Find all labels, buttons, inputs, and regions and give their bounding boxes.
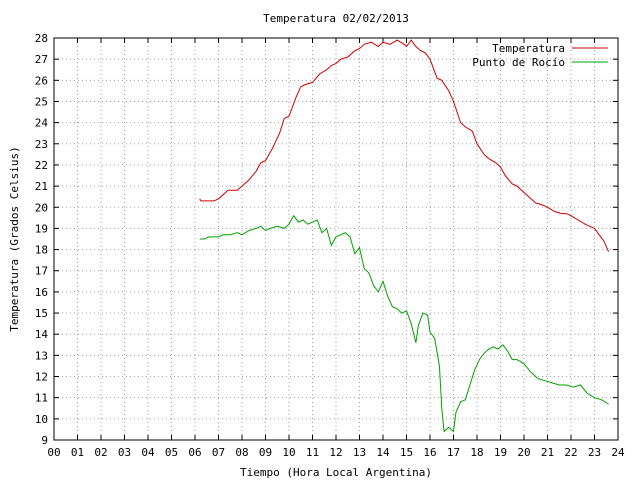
x-tick-label: 01 bbox=[71, 446, 84, 459]
x-tick-label: 13 bbox=[353, 446, 366, 459]
x-tick-label: 16 bbox=[423, 446, 436, 459]
y-tick-label: 21 bbox=[35, 180, 48, 193]
x-tick-label: 14 bbox=[376, 446, 390, 459]
x-tick-label: 21 bbox=[541, 446, 554, 459]
y-tick-label: 27 bbox=[35, 53, 48, 66]
legend-label: Temperatura bbox=[492, 42, 565, 55]
series-line-temperatura bbox=[199, 39, 610, 252]
x-tick-label: 04 bbox=[141, 446, 155, 459]
x-tick-label: 18 bbox=[470, 446, 483, 459]
y-tick-label: 16 bbox=[35, 286, 48, 299]
y-tick-label: 25 bbox=[35, 95, 48, 108]
y-tick-label: 14 bbox=[35, 328, 49, 341]
x-tick-label: 11 bbox=[306, 446, 319, 459]
axis-ticks: 00 01 02 03 04 05 06 07 08 09 10 11 12 13 14 15 16 17 18 19… bbox=[35, 32, 625, 459]
y-tick-label: 24 bbox=[35, 117, 49, 130]
x-tick-label: 07 bbox=[212, 446, 225, 459]
legend-label: Punto de Rocío bbox=[472, 56, 565, 69]
series-lines bbox=[199, 39, 610, 433]
x-axis-label: Tiempo (Hora Local Argentina) bbox=[240, 466, 432, 479]
y-tick-label: 20 bbox=[35, 201, 48, 214]
y-tick-label: 9 bbox=[41, 434, 48, 447]
x-tick-label: 22 bbox=[564, 446, 577, 459]
x-tick-label: 19 bbox=[494, 446, 507, 459]
y-tick-label: 26 bbox=[35, 74, 48, 87]
y-tick-label: 15 bbox=[35, 307, 48, 320]
y-tick-label: 11 bbox=[35, 392, 48, 405]
y-tick-label: 10 bbox=[35, 413, 48, 426]
y-tick-label: 17 bbox=[35, 265, 48, 278]
y-axis-label: Temperatura (Grados Celsius) bbox=[8, 146, 21, 331]
y-tick-label: 23 bbox=[35, 138, 48, 151]
y-tick-label: 18 bbox=[35, 244, 48, 257]
x-tick-label: 23 bbox=[588, 446, 601, 459]
chart-title: Temperatura 02/02/2013 bbox=[263, 12, 409, 25]
series-line-punto-de-rocio bbox=[199, 214, 609, 433]
y-tick-label: 22 bbox=[35, 159, 48, 172]
y-tick-label: 28 bbox=[35, 32, 48, 45]
x-tick-label: 03 bbox=[118, 446, 131, 459]
y-tick-label: 12 bbox=[35, 371, 48, 384]
x-tick-label: 12 bbox=[329, 446, 342, 459]
x-tick-label: 08 bbox=[235, 446, 248, 459]
y-tick-label: 13 bbox=[35, 349, 48, 362]
x-tick-label: 10 bbox=[282, 446, 295, 459]
x-tick-label: 20 bbox=[517, 446, 530, 459]
x-tick-label: 24 bbox=[611, 446, 625, 459]
x-tick-label: 06 bbox=[188, 446, 201, 459]
x-tick-label: 15 bbox=[400, 446, 413, 459]
x-tick-label: 09 bbox=[259, 446, 272, 459]
grid bbox=[54, 38, 618, 440]
x-tick-label: 17 bbox=[447, 446, 460, 459]
x-tick-label: 00 bbox=[47, 446, 60, 459]
y-tick-label: 19 bbox=[35, 222, 48, 235]
x-tick-label: 05 bbox=[165, 446, 178, 459]
x-tick-label: 02 bbox=[94, 446, 107, 459]
